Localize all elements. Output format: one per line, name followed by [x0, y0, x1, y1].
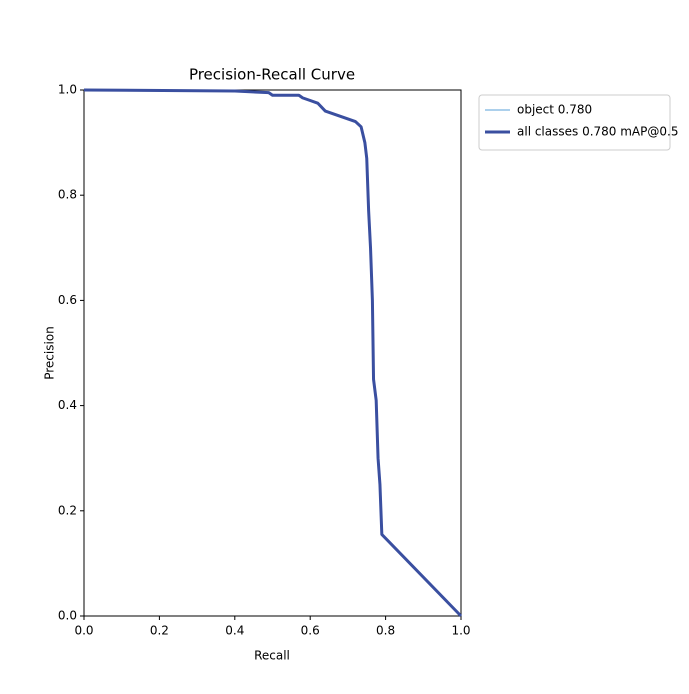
y-tick-label: 0.8 [58, 188, 77, 202]
x-tick-label: 0.6 [301, 624, 320, 638]
x-axis-label: Recall [254, 649, 290, 663]
y-tick-label: 1.0 [58, 83, 77, 97]
x-tick-label: 0.2 [150, 624, 169, 638]
series-line [83, 89, 462, 617]
plot-frame [83, 89, 462, 617]
legend-label: object 0.780 [517, 103, 592, 117]
y-tick-label: 0.2 [58, 503, 77, 517]
x-tick-label: 0.8 [376, 624, 395, 638]
y-tick-label: 0.6 [58, 293, 77, 307]
x-tick-label: 1.0 [451, 624, 470, 638]
y-tick-label: 0.0 [58, 609, 77, 623]
chart-title: Precision-Recall Curve [189, 66, 355, 84]
x-tick-label: 0.0 [74, 624, 93, 638]
y-tick-label: 0.4 [58, 398, 77, 412]
y-axis-label: Precision [43, 326, 57, 380]
series-line [83, 88, 463, 618]
legend-box [478, 94, 671, 151]
legend-label: all classes 0.780 mAP@0.5 [517, 125, 678, 139]
x-tick-label: 0.4 [225, 624, 244, 638]
